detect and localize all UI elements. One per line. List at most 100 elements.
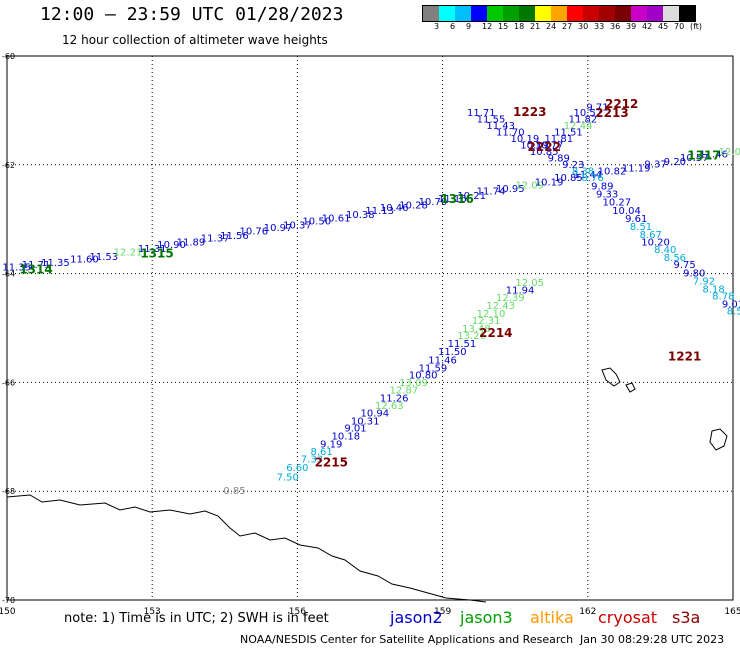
color-swatch (599, 6, 615, 21)
wave-height-value: 8.78 (712, 292, 734, 303)
wave-height-value: 11.13 (365, 206, 394, 217)
wave-height-value: 0.85 (223, 486, 245, 497)
wave-height-value: 12.63 (375, 401, 404, 412)
wave-height-value: 10.19 (511, 134, 540, 145)
wave-height-value: 10.85 (530, 147, 559, 158)
color-scale-tick: 12 (482, 22, 493, 31)
color-swatch (471, 6, 487, 21)
wave-height-value: 11.50 (438, 347, 467, 358)
wave-height-value: 11.43 (486, 121, 515, 132)
wave-height-value: 9.01 (344, 423, 366, 434)
wave-height-value: 11.55 (477, 114, 506, 125)
wave-height-value: 11.82 (569, 114, 598, 125)
lon-tick-label: 156 (289, 607, 306, 617)
color-scale-tick: 30 (578, 22, 589, 31)
antarctic-coastline (6, 494, 487, 603)
wave-height-value: 8.40 (654, 245, 676, 256)
wave-height-value: 11.53 (89, 252, 118, 263)
color-scale-tick: 15 (498, 22, 509, 31)
page-subtitle: 12 hour collection of altimeter wave hei… (62, 33, 328, 47)
wave-height-value: 9.20 (664, 157, 686, 168)
pass-id-label: 2212 (605, 97, 638, 111)
legend-item-s3a: s3a (672, 608, 701, 627)
pass-id-label: 1316 (440, 192, 473, 206)
wave-height-value: 8.56 (664, 253, 686, 264)
pass-id-label: 2213 (595, 106, 628, 120)
wave-height-value: 12.39 (496, 293, 525, 304)
wave-height-value: 10.46 (380, 203, 409, 214)
lon-tick-label: 150 (0, 607, 16, 617)
color-scale-tick: 3 (434, 22, 440, 31)
wave-height-value: 9.33 (596, 189, 618, 200)
color-swatch (519, 6, 535, 21)
wave-height-value: 10.80 (409, 371, 438, 382)
credit-text: NOAA/NESDIS Center for Satellite Applica… (240, 633, 574, 646)
wave-height-value: 11.81 (544, 134, 573, 145)
color-swatch (679, 6, 695, 21)
wave-height-value: 7.92 (693, 276, 715, 287)
wave-height-value: 11.60 (70, 255, 99, 266)
color-scale-tick: 70 (674, 22, 685, 31)
wave-height-value: 11.89 (177, 237, 206, 248)
color-scale-tick: 21 (530, 22, 541, 31)
color-swatch (583, 6, 599, 21)
wave-height-value: 9.89 (548, 154, 570, 165)
wave-height-value: 7.33 (301, 454, 323, 465)
color-swatch (439, 6, 455, 21)
wave-height-value: 10.70 (419, 197, 448, 208)
lon-tick-label: 162 (579, 607, 596, 617)
wave-height-value: 10.57 (680, 153, 709, 164)
wave-height-value: 11.71 (467, 108, 496, 119)
wave-height-value: 11.31 (138, 244, 167, 255)
legend-item-cryosat: cryosat (598, 608, 658, 627)
color-swatch (551, 6, 567, 21)
wave-height-value: 11.35 (41, 258, 70, 269)
wave-height-value: 9.80 (683, 268, 705, 279)
color-swatch (647, 6, 663, 21)
wave-height-value: 10.77 (535, 140, 564, 151)
wave-height-value: 10.76 (240, 226, 269, 237)
wave-height-value: 12.21 (114, 248, 143, 259)
wave-height-value: 13.48 (462, 324, 491, 335)
color-scale-tick: 42 (642, 22, 653, 31)
wave-height-value: 10.28 (399, 200, 428, 211)
page-title: 12:00 – 23:59 UTC 01/28/2023 (40, 4, 344, 25)
color-swatch (455, 6, 471, 21)
pass-id-label: 1317 (687, 148, 720, 162)
wave-height-value: 9.71 (586, 102, 608, 113)
wave-height-value: 10.61 (322, 213, 351, 224)
wave-height-value: 10.97 (264, 223, 293, 234)
wave-height-value: 10.37 (283, 220, 312, 231)
wave-height-value: 12.44 (564, 121, 593, 132)
color-swatch (423, 6, 439, 21)
wave-height-value: 11.59 (419, 364, 448, 375)
wave-height-value: 7.50 (277, 472, 299, 483)
wave-height-value: 9.23 (562, 160, 584, 171)
wave-height-value: 10.18 (331, 432, 360, 443)
timestamp: Jan 30 08:29:28 UTC 2023 (580, 633, 725, 646)
wave-height-value: 9.75 (673, 260, 695, 271)
island-2 (625, 382, 636, 393)
color-scale-labels: 3 6 9 12 15 18 21 24 27 30 33 36 39 42 45 70 (ft) (422, 22, 740, 34)
map-border (6, 55, 734, 601)
wave-height-value: 13.26 (457, 331, 486, 342)
color-scale-tick: 36 (610, 22, 621, 31)
wave-height-value: 11.51 (448, 339, 477, 350)
color-swatch (631, 6, 647, 21)
wave-height-value: 13.09 (399, 378, 428, 389)
lat-tick-label: -68 (2, 487, 15, 496)
color-scale-tick: 6 (450, 22, 456, 31)
pass-id-label: 1221 (668, 350, 701, 364)
color-swatch (535, 6, 551, 21)
coastline (6, 367, 728, 603)
map-frame (6, 55, 734, 601)
wave-height-value: 10.90 (157, 240, 186, 251)
legend-item-jason2: jason2 (390, 608, 443, 627)
wave-height-value: 10.50 (302, 217, 331, 228)
color-scale-tick: 18 (514, 22, 525, 31)
wave-height-value: 10.19 (535, 177, 564, 188)
wave-height-value: 12.09 (515, 181, 544, 192)
color-scale-tick: 45 (658, 22, 669, 31)
